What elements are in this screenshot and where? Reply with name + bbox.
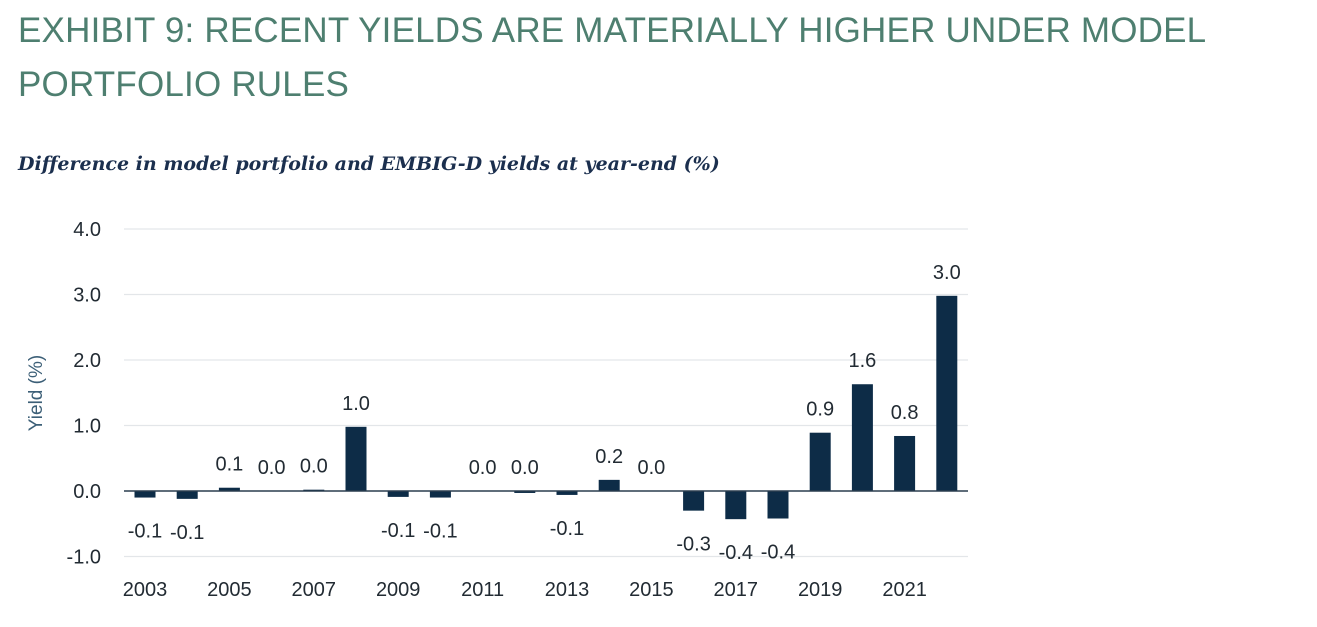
bar-2014 <box>598 479 620 491</box>
y-tick-label: -1.0 <box>67 547 101 569</box>
data-label-2013: -0.1 <box>550 518 584 540</box>
y-axis-label: Yield (%) <box>26 355 47 431</box>
data-label-2008: 1.0 <box>342 393 370 415</box>
data-label-2006: 0.0 <box>258 457 286 479</box>
y-tick-label: 2.0 <box>73 350 101 372</box>
bar-2017 <box>725 491 747 520</box>
data-label-2018: -0.4 <box>761 542 795 564</box>
x-axis-ticks: 2003 2005 2007 2009 2011 2013 2015 2017 2019 2021 <box>123 579 927 601</box>
data-label-2004: -0.1 <box>170 522 204 544</box>
data-label-2003: -0.1 <box>128 521 162 543</box>
data-label-2020: 1.6 <box>848 350 876 372</box>
bar-2008 <box>345 426 367 491</box>
bar-2019 <box>809 432 831 491</box>
x-tick-label: 2003 <box>123 579 168 601</box>
bar-2016 <box>683 491 705 511</box>
y-axis-ticks: 4.0 3.0 2.0 1.0 0.0 -1.0 <box>67 219 101 569</box>
x-tick-label: 2007 <box>292 579 337 601</box>
data-label-2011: 0.0 <box>469 457 497 479</box>
bar-2003 <box>134 491 156 498</box>
bar-2004 <box>176 491 198 499</box>
bar-2022 <box>936 295 958 491</box>
bar-2018 <box>767 491 789 519</box>
data-label-2015: 0.0 <box>637 457 665 479</box>
bar-2021 <box>894 435 916 491</box>
data-label-2005: 0.1 <box>215 454 243 476</box>
y-tick-label: 3.0 <box>73 285 101 307</box>
bar-2010 <box>429 491 451 498</box>
bar-2013 <box>556 491 578 495</box>
x-tick-label: 2011 <box>461 579 504 601</box>
data-label-2017: -0.4 <box>719 542 753 564</box>
bar-2012 <box>514 491 536 493</box>
bar-2020 <box>851 384 873 491</box>
data-label-2019: 0.9 <box>806 399 834 421</box>
y-tick-label: 4.0 <box>73 219 101 241</box>
data-label-2010: -0.1 <box>423 521 457 543</box>
bar-2005 <box>218 487 240 491</box>
x-tick-label: 2021 <box>882 579 927 601</box>
exhibit-title: EXHIBIT 9: RECENT YIELDS ARE MATERIALLY … <box>18 11 1206 104</box>
data-label-2022: 3.0 <box>933 262 961 284</box>
data-label-2009: -0.1 <box>381 520 415 542</box>
bars <box>134 295 958 520</box>
bar-2009 <box>387 491 409 497</box>
x-tick-label: 2013 <box>545 579 590 601</box>
y-tick-label: 1.0 <box>73 416 101 438</box>
data-label-2016: -0.3 <box>676 534 710 556</box>
x-tick-label: 2017 <box>714 579 759 601</box>
data-labels: -0.1 -0.1 0.1 0.0 0.0 1.0 -0.1 -0.1 0.0 0.0 -0.1 0.… <box>128 262 961 564</box>
x-tick-label: 2015 <box>629 579 674 601</box>
gridlines <box>124 228 968 558</box>
x-tick-label: 2009 <box>376 579 421 601</box>
x-tick-label: 2019 <box>798 579 843 601</box>
data-label-2014: 0.2 <box>595 446 623 468</box>
y-tick-label: 0.0 <box>73 481 101 503</box>
data-label-2021: 0.8 <box>891 402 919 424</box>
x-tick-label: 2005 <box>207 579 252 601</box>
data-label-2007: 0.0 <box>300 456 328 478</box>
chart-subtitle: Difference in model portfolio and EMBIG-… <box>18 153 720 175</box>
data-label-2012: 0.0 <box>511 457 539 479</box>
